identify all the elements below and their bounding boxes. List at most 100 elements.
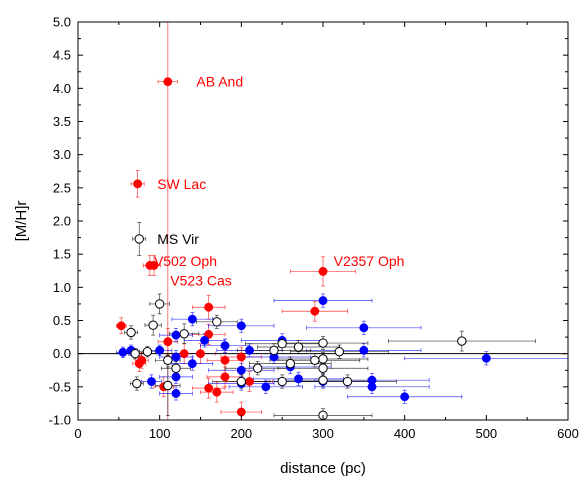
data-point — [116, 321, 126, 331]
data-point — [154, 299, 165, 309]
data-point — [142, 346, 153, 357]
y-axis-ticks: -1.0 -0.5 0.0 0.5 1.0 1.5 2.0 2.5 3.0 3.5 4.0 4.5 5.… — [49, 15, 568, 428]
error-bars — [116, 22, 569, 420]
y-tick-label: 5.0 — [53, 15, 71, 30]
data-point — [163, 355, 173, 365]
data-point — [220, 372, 230, 382]
data-point — [179, 329, 189, 339]
data-point — [137, 355, 147, 365]
data-point — [212, 387, 222, 397]
x-tick-label: 100 — [149, 426, 171, 441]
x-tick-label: 600 — [557, 426, 579, 441]
data-point — [149, 260, 159, 270]
data-point — [212, 317, 222, 327]
x-axis-label: distance (pc) — [280, 460, 366, 477]
data-point — [200, 335, 210, 345]
y-tick-label: 2.0 — [53, 214, 71, 229]
annotation-label: AB And — [196, 74, 243, 90]
data-point — [359, 345, 369, 355]
data-point — [163, 337, 173, 347]
data-point — [147, 377, 156, 386]
annotation-label: SW Lac — [157, 176, 206, 192]
data-point — [220, 355, 230, 365]
data-point — [155, 345, 165, 355]
data-point — [179, 349, 189, 359]
data-point — [118, 347, 128, 357]
data-point — [457, 336, 467, 346]
data-point — [130, 348, 140, 359]
data-point — [204, 383, 214, 393]
data-point — [245, 377, 254, 386]
data-point — [359, 323, 369, 333]
data-point — [171, 372, 181, 382]
data-point — [269, 345, 279, 356]
x-tick-label: 0 — [74, 426, 81, 441]
data-point — [310, 306, 320, 316]
y-tick-label: 2.5 — [53, 180, 71, 195]
y-tick-label: 0.5 — [53, 313, 71, 328]
data-point — [261, 382, 271, 392]
x-tick-label: 400 — [394, 426, 416, 441]
data-point — [204, 302, 214, 312]
data-point — [236, 352, 246, 362]
data-point — [132, 378, 142, 389]
star-annotations: AB And SW Lac MS Vir V502 Oph V523 Cas V2357 … — [154, 74, 405, 289]
data-point — [236, 407, 246, 417]
data-point — [236, 321, 246, 331]
data-point — [294, 374, 303, 384]
data-point — [148, 320, 158, 330]
data-point — [245, 345, 254, 355]
data-point — [133, 179, 143, 189]
y-tick-label: 1.5 — [53, 247, 71, 262]
data-point — [334, 346, 345, 357]
data-point — [171, 330, 181, 340]
data-point — [163, 77, 173, 87]
data-point — [318, 354, 328, 364]
data-point — [318, 266, 328, 276]
data-point — [318, 338, 328, 348]
data-point — [342, 376, 353, 387]
y-tick-label: 3.0 — [53, 147, 71, 162]
data-point — [400, 392, 410, 402]
data-point — [277, 339, 287, 349]
annotation-label: V2357 Oph — [334, 253, 405, 269]
y-tick-label: -1.0 — [49, 413, 71, 428]
data-point — [481, 353, 491, 363]
y-tick-label: 4.5 — [53, 48, 71, 63]
annotation-label: MS Vir — [157, 231, 199, 247]
data-point — [318, 375, 328, 385]
data-point — [134, 234, 144, 244]
data-point — [171, 363, 181, 373]
data-point — [277, 376, 287, 387]
data-point — [285, 358, 296, 369]
y-tick-label: -0.5 — [49, 379, 71, 394]
data-point — [220, 341, 230, 351]
y-tick-label: 3.5 — [53, 114, 71, 129]
data-point — [310, 355, 320, 365]
x-axis-ticks: 0 100 200 300 400 500 600 — [74, 22, 579, 441]
annotation-label: V502 Oph — [154, 253, 217, 269]
data-point — [171, 389, 181, 398]
data-point — [367, 382, 377, 392]
x-tick-label: 500 — [475, 426, 497, 441]
data-point — [318, 296, 328, 306]
data-point — [126, 327, 136, 338]
data-point — [196, 349, 205, 359]
y-tick-label: 1.0 — [53, 280, 71, 295]
data-point — [318, 363, 328, 373]
data-point — [163, 380, 173, 391]
data-point — [187, 314, 197, 324]
data-point — [187, 359, 197, 369]
x-tick-label: 300 — [312, 426, 334, 441]
data-point — [236, 376, 247, 387]
data-point — [293, 342, 304, 352]
annotation-label: V523 Cas — [170, 273, 231, 289]
x-tick-label: 200 — [230, 426, 252, 441]
y-tick-label: 4.0 — [53, 81, 71, 96]
data-point — [252, 363, 263, 373]
y-axis-label: [M/H]r — [13, 201, 30, 242]
y-tick-label: 0.0 — [53, 346, 71, 361]
data-point — [171, 352, 181, 362]
data-point — [236, 365, 246, 375]
